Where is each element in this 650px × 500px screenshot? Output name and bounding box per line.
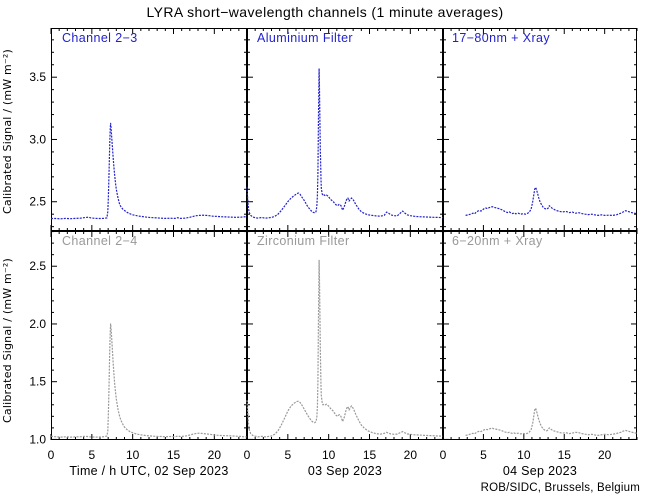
y-tick-label: 2.5: [29, 259, 46, 273]
panel-label-zirconium-filter: Zirconium Filter: [257, 234, 350, 248]
curve-channel-2-4: [50, 323, 248, 438]
curve-17-80nm-xray: [465, 186, 638, 216]
x-tick-label: 10: [126, 448, 140, 462]
y-tick-label: 1.0: [29, 432, 46, 446]
x-tick-label: 5: [284, 448, 291, 462]
x-tick-label: 15: [167, 448, 181, 462]
x-tick-label: 20: [598, 448, 612, 462]
panel-border: [247, 231, 443, 440]
panel-label-17-80nm-xray: 17−80nm + Xray: [452, 31, 551, 45]
x-axis-caption-day2: 03 Sep 2023: [307, 464, 383, 478]
x-tick-label: 0: [48, 448, 55, 462]
curve-zirconium-filter: [246, 259, 444, 438]
x-tick-label: 0: [244, 448, 251, 462]
x-tick-label: 20: [208, 448, 222, 462]
panel-channel-2-4: 1.0 1.5 2.0 2.5 0 5 10 15 20: [29, 231, 248, 462]
x-tick-label: 15: [558, 448, 572, 462]
x-tick-label: 0: [440, 448, 447, 462]
x-axis-caption-day1: Time / h UTC, 02 Sep 2023: [69, 464, 229, 478]
x-tick-label: 10: [517, 448, 531, 462]
panel-zirconium-filter: 0 5 10 15 20: [244, 231, 444, 462]
panel-channel-2-3: 2.5 3.0 3.5: [29, 28, 248, 231]
panel-border: [247, 28, 443, 231]
y-tick-label: 2.5: [29, 195, 46, 209]
panel-aluminium-filter: [246, 28, 444, 231]
panel-17-80nm-xray: [442, 28, 638, 231]
curve-6-20nm-xray: [465, 407, 638, 436]
panel-border: [51, 231, 247, 440]
panel-border: [51, 28, 247, 231]
chart-title: LYRA short−wavelength channels (1 minute…: [146, 4, 504, 20]
panel-label-channel-2-4: Channel 2−4: [62, 234, 138, 248]
x-tick-label: 10: [322, 448, 336, 462]
curve-channel-2-3: [51, 122, 248, 220]
panel-border: [443, 231, 637, 440]
x-tick-label: 5: [88, 448, 95, 462]
y-tick-label: 3.0: [29, 132, 46, 146]
y-tick-label: 1.5: [29, 375, 46, 389]
y-tick-label: 2.0: [29, 317, 46, 331]
panel-label-channel-2-3: Channel 2−3: [62, 31, 138, 45]
panel-label-6-20nm-xray: 6−20nm + Xray: [452, 234, 543, 248]
panel-6-20nm-xray: 0 5 10 15 20: [440, 231, 638, 462]
y-tick-label: 3.5: [29, 70, 46, 84]
credit-text: ROB/SIDC, Brussels, Belgium: [480, 482, 640, 494]
x-tick-label: 15: [363, 448, 377, 462]
x-tick-label: 20: [404, 448, 418, 462]
x-tick-label: 5: [480, 448, 487, 462]
x-axis-caption-day3: 04 Sep 2023: [502, 464, 578, 478]
curve-aluminium-filter: [246, 67, 444, 219]
panel-label-aluminium-filter: Aluminium Filter: [257, 31, 353, 45]
